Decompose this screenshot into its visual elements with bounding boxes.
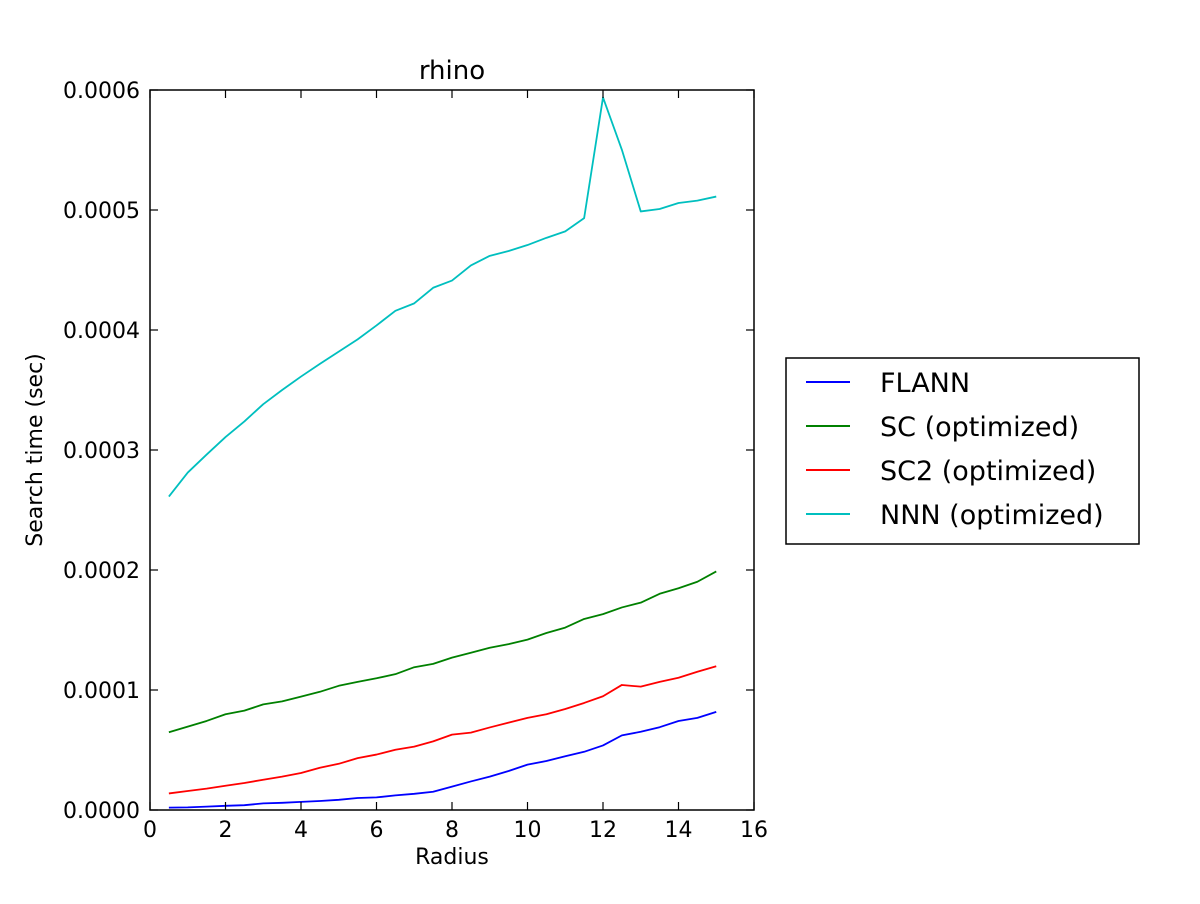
x-axis-label: Radius [415,845,489,870]
x-tick-label: 12 [589,818,617,843]
x-tick-label: 8 [445,818,459,843]
x-tick-label: 2 [219,818,233,843]
x-tick-label: 16 [740,818,768,843]
x-tick-label: 14 [665,818,693,843]
x-tick-label: 0 [143,818,157,843]
y-tick-label: 0.0003 [63,439,140,464]
series-line-2 [168,665,717,795]
y-tick-label: 0.0002 [63,559,140,584]
legend-label-0: FLANN [880,368,970,399]
series-line-1 [168,570,717,734]
y-tick-label: 0.0006 [63,79,140,104]
x-tick-label: 4 [294,818,308,843]
series-line-0 [168,710,717,809]
legend-label-1: SC (optimized) [880,412,1079,443]
legend: FLANN SC (optimized) SC2 (optimized) NNN (o… [785,357,1140,545]
chart-title: rhino [419,56,485,86]
legend-label-3: NNN (optimized) [880,500,1104,531]
legend-items: FLANN SC (optimized) SC2 (optimized) NNN (o… [806,368,1104,531]
series-line-3 [168,96,717,498]
x-tick-label: 10 [514,818,542,843]
y-axis-label: Search time (sec) [23,353,48,547]
ticks-layer: 0 2 4 6 8 10 12 14 16 0.0000 0.0001 0.0002 0.0003 0.0… [63,79,768,843]
y-tick-label: 0.0004 [63,319,140,344]
plot-area [150,90,754,810]
legend-label-2: SC2 (optimized) [880,456,1096,487]
x-tick-label: 6 [370,818,384,843]
series-layer [168,96,717,809]
y-tick-label: 0.0001 [63,679,140,704]
plot-frame [149,89,755,811]
y-tick-label: 0.0005 [63,199,140,224]
y-tick-label: 0.0000 [63,799,140,824]
